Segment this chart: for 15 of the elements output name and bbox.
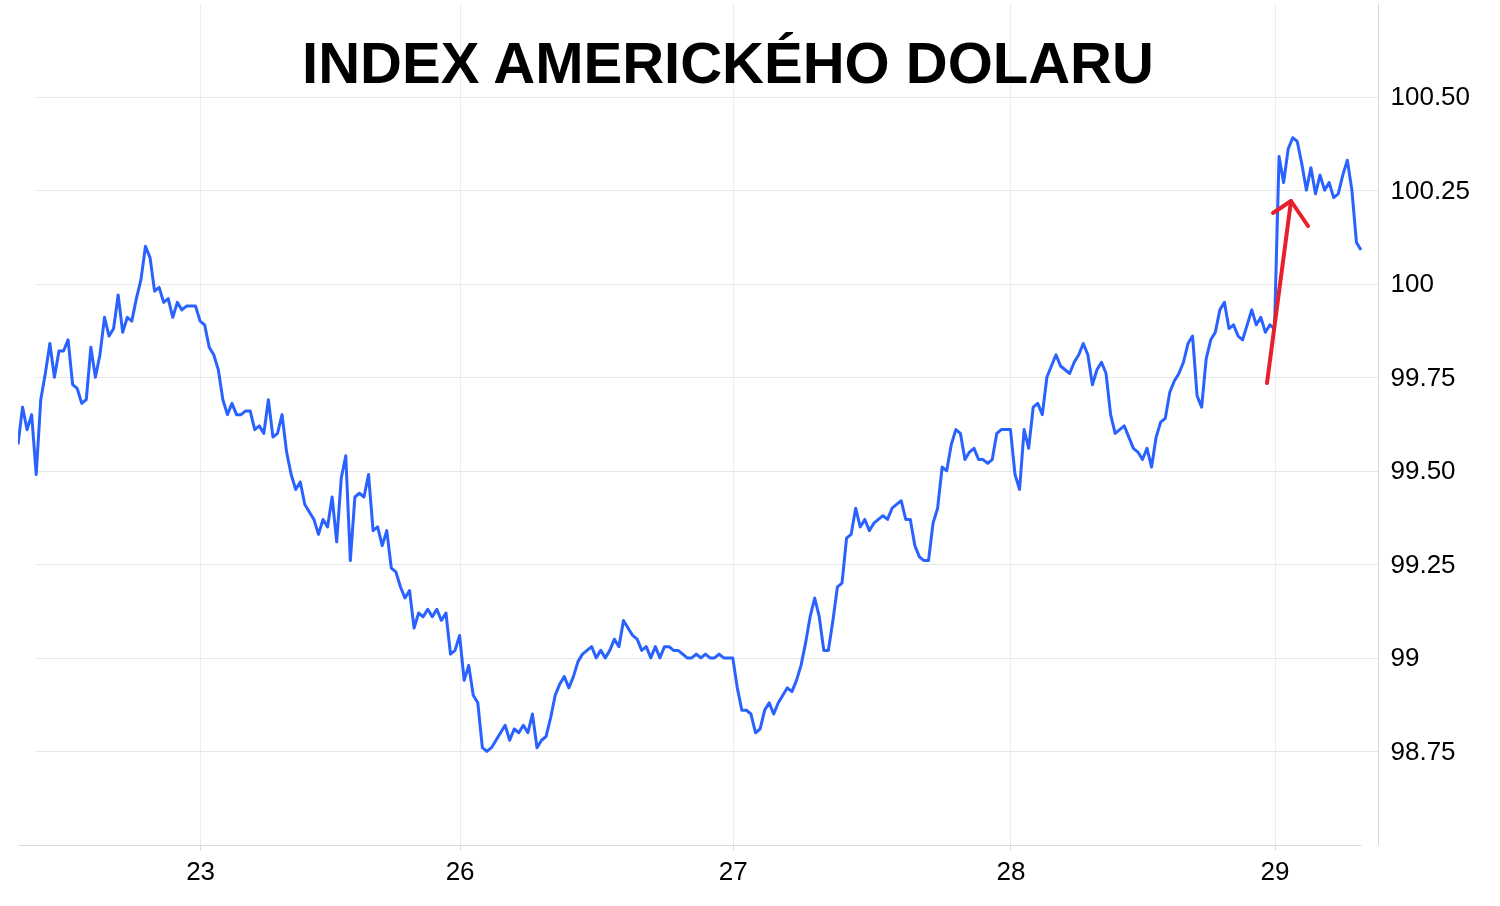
x-tick-label: 26: [445, 855, 475, 886]
x-tick-label: 28: [996, 855, 1026, 886]
y-tick-label: 99.25: [1390, 548, 1456, 579]
text: INDEX AMERICKÉHO DOLARU: [302, 30, 1154, 95]
y-tick-label: 99.50: [1390, 455, 1456, 486]
y-tick-label: 99: [1390, 642, 1420, 673]
y-tick-label: 100: [1390, 268, 1434, 299]
y-tick-label: 100.25: [1390, 174, 1471, 205]
y-tick-label: 100.50: [1390, 81, 1471, 112]
y-tick-label: 99.75: [1390, 361, 1456, 392]
x-tick-label: 23: [186, 855, 216, 886]
x-tick-label: 27: [718, 855, 748, 886]
y-tick-label: 98.75: [1390, 735, 1456, 766]
x-tick-label: 29: [1260, 855, 1290, 886]
line-series: [18, 136, 1363, 753]
